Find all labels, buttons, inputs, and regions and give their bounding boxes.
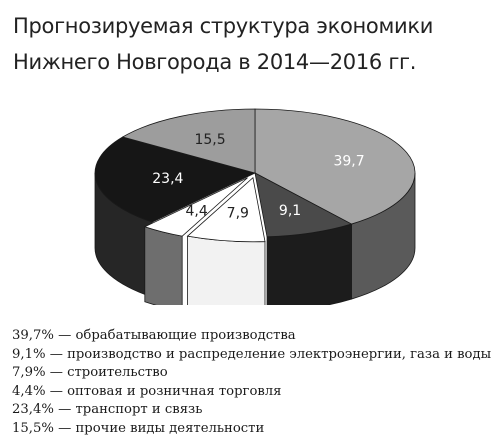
chart-legend: 39,7% — обрабатывающие производства 9,1%…	[12, 327, 497, 438]
pie-slice-other	[121, 108, 256, 174]
legend-item-utilities: 9,1% — производство и распределение элек…	[12, 346, 492, 362]
legend-item-construction: 7,9% — строительство	[12, 365, 168, 380]
chart-title-line-2: Нижнего Новгорода в 2014—2016 гг.	[13, 50, 417, 74]
slice-label-construction: 7,9	[227, 205, 249, 221]
pie-side-construction	[187, 235, 266, 305]
slice-label-utilities: 9,1	[279, 203, 301, 219]
slice-label-trade: 4,4	[186, 203, 208, 219]
slice-label-transport: 23,4	[152, 171, 183, 187]
legend-item-trade: 4,4% — оптовая и розничная торговля	[12, 383, 282, 399]
legend-item-other: 15,5% — прочие виды деятельности	[12, 420, 265, 436]
pie-side-trade	[144, 226, 183, 305]
pie-tops	[94, 108, 416, 243]
legend-item-transport: 23,4% — транспорт и связь	[12, 402, 203, 417]
chart-title-line-1: Прогнозируемая структура экономики	[13, 14, 434, 38]
pie-slice-trade	[143, 177, 248, 237]
slice-label-other: 15,5	[194, 132, 225, 148]
pie-chart: 39,7 9,1 7,9 4,423,4 15,5	[94, 108, 416, 305]
chart-title: Прогнозируемая структура экономики Нижне…	[13, 8, 493, 80]
slice-label-manufacturing: 39,7	[333, 153, 364, 169]
pie-slice-utilities	[254, 172, 353, 238]
pie-slice-construction	[186, 176, 266, 243]
pie-labels: 39,7 9,1 7,9 4,423,4 15,5	[152, 132, 364, 221]
pie-slice-manufacturing	[254, 108, 416, 225]
pie-slice-transport	[94, 136, 257, 223]
legend-item-manufacturing: 39,7% — обрабатывающие производства	[12, 328, 296, 343]
